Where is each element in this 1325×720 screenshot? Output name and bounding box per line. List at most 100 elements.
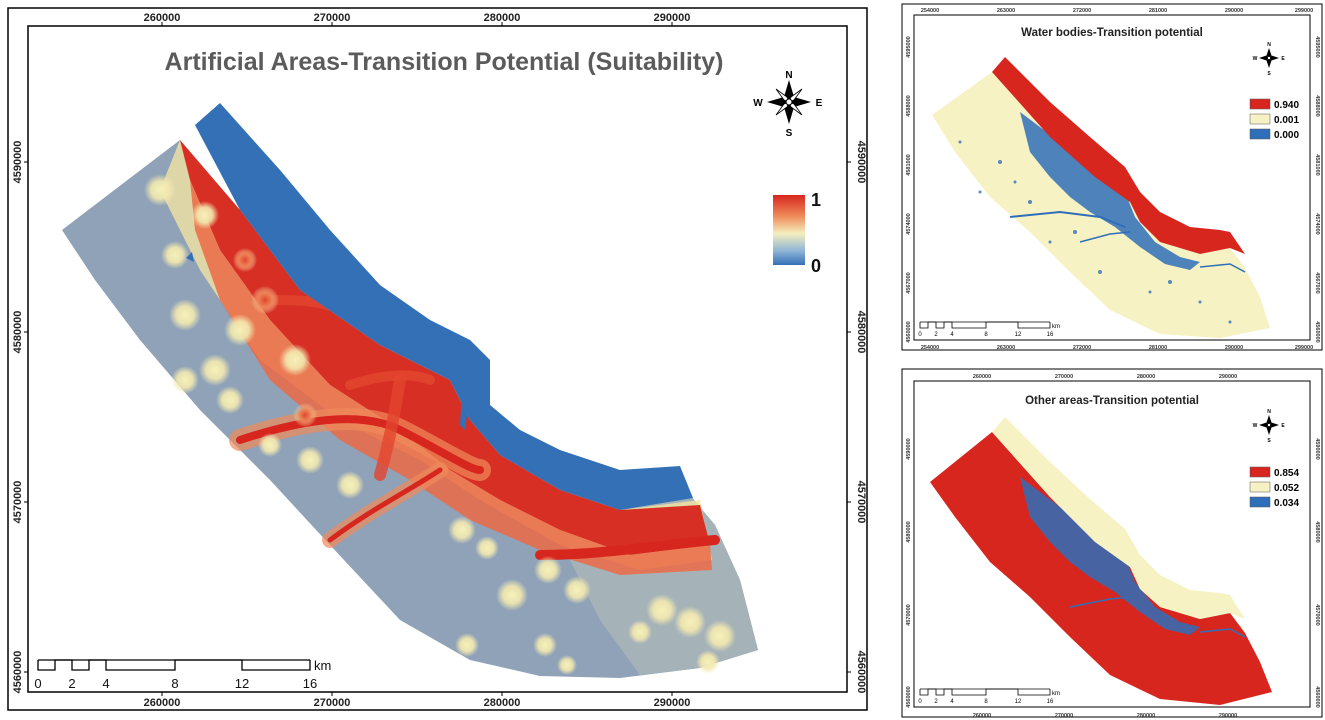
- legend-min-label: 0: [811, 256, 821, 276]
- scale-label: 16: [303, 676, 317, 691]
- scale-bar: 0 2 4 8 12 16 km: [918, 321, 1060, 338]
- scale-label: 12: [1015, 699, 1022, 705]
- legend-swatch: [1249, 98, 1271, 110]
- compass-n: N: [1267, 409, 1271, 415]
- y-tick-label: 4581000: [906, 154, 912, 175]
- legend: 1 0: [773, 190, 821, 276]
- x-tick-label: 290000: [1225, 345, 1243, 351]
- coastal-suitability-band: [180, 140, 710, 555]
- compass-w: W: [1253, 56, 1258, 62]
- y-tick-label: 4567000: [906, 272, 912, 293]
- y-tick-label: 4570000: [906, 604, 912, 625]
- legend-label: 0.034: [1274, 498, 1299, 509]
- x-tick-label: 272000: [1073, 8, 1091, 14]
- x-tick-label: 280000: [484, 697, 521, 709]
- y-tick-label: 4574000: [906, 213, 912, 234]
- legend-swatch: [1249, 481, 1271, 493]
- x-tick-label: 280000: [1137, 374, 1155, 380]
- y-tick-label: 4574000: [1314, 213, 1320, 234]
- scale-label: 2: [934, 699, 938, 705]
- y-tick-label: 4580000: [906, 521, 912, 542]
- legend-label: 0.000: [1274, 130, 1299, 141]
- legend-color-ramp: [773, 195, 805, 265]
- scale-bar: 0 2 4 8 12 16 km: [34, 658, 331, 691]
- scale-label: 8: [984, 332, 988, 338]
- scale-unit: km: [1052, 324, 1060, 330]
- tick-marks: [24, 22, 851, 696]
- water-bodies-map: 254000 263000 272000 281000 290000 29900…: [901, 3, 1323, 351]
- x-tick-label: 299000: [1295, 345, 1313, 351]
- compass-e: E: [816, 98, 823, 109]
- x-tick-label: 260000: [973, 713, 991, 719]
- sea-strip: [992, 57, 1245, 254]
- y-tick-label: 4560000: [12, 651, 24, 694]
- x-tick-label: 290000: [1225, 8, 1243, 14]
- compass-rose-icon: N S E W: [1253, 409, 1286, 444]
- y-axis: 4595000 4588000 4581000 4574000 4567000 …: [906, 36, 1320, 342]
- x-tick-label: 281000: [1149, 8, 1167, 14]
- scale-label: 0: [918, 699, 922, 705]
- compass-s: S: [1267, 71, 1271, 77]
- legend-swatch: [1249, 496, 1271, 508]
- y-tick-label: 4560000: [906, 321, 912, 342]
- y-tick-label: 4588000: [1314, 95, 1320, 116]
- compass-e: E: [1281, 423, 1285, 429]
- x-tick-label: 290000: [1219, 713, 1237, 719]
- x-tick-label: 281000: [1149, 345, 1167, 351]
- x-tick-label: 260000: [144, 12, 181, 24]
- compass-n: N: [785, 70, 792, 81]
- legend-swatch: [1249, 466, 1271, 478]
- other-areas-map: 260000 270000 280000 290000 260000 27000…: [901, 368, 1323, 719]
- x-tick-label: 272000: [1073, 345, 1091, 351]
- y-tick-label: 4581000: [1314, 154, 1320, 175]
- x-axis-top: 260000 270000 280000 290000: [144, 12, 691, 24]
- legend-label: 0.940: [1274, 100, 1299, 111]
- scale-label: 12: [1015, 332, 1022, 338]
- compass-e: E: [1281, 56, 1285, 62]
- study-area: [62, 103, 758, 678]
- y-tick-label: 4590000: [855, 141, 867, 184]
- compass-rose-icon: N S E W: [1253, 42, 1286, 77]
- map-title: Water bodies-Transition potential: [1021, 27, 1203, 39]
- scale-label: 0: [918, 332, 922, 338]
- scale-label: 0: [34, 676, 41, 691]
- x-tick-label: 263000: [997, 345, 1015, 351]
- y-tick-label: 4590000: [1314, 438, 1320, 459]
- scale-label: 4: [950, 332, 954, 338]
- scale-bar: 0 2 4 8 12 16 km: [918, 688, 1060, 705]
- y-axis-left: 4590000 4580000 4570000 4560000: [12, 141, 24, 694]
- scale-label: 2: [68, 676, 75, 691]
- legend-swatch: [1249, 128, 1271, 140]
- x-tick-label: 263000: [997, 8, 1015, 14]
- x-tick-label: 260000: [973, 374, 991, 380]
- scale-label: 12: [235, 676, 249, 691]
- x-tick-label: 290000: [654, 12, 691, 24]
- scale-unit: km: [1052, 691, 1060, 697]
- legend-swatch: [1249, 113, 1271, 125]
- compass-n: N: [1267, 42, 1271, 48]
- y-tick-label: 4590000: [12, 141, 24, 184]
- road-corridors: [229, 295, 720, 560]
- x-tick-label: 270000: [1055, 374, 1073, 380]
- y-tick-label: 4570000: [1314, 604, 1320, 625]
- settlement-hotspots: [144, 174, 736, 675]
- legend: 0.940 0.001 0.000: [1249, 98, 1299, 141]
- y-tick-label: 4590000: [906, 438, 912, 459]
- study-area: [930, 417, 1272, 705]
- scale-unit: km: [314, 658, 331, 673]
- legend-label: 0.052: [1274, 483, 1299, 494]
- scale-label: 8: [984, 699, 988, 705]
- study-area: [932, 57, 1270, 338]
- x-tick-label: 270000: [1055, 713, 1073, 719]
- y-tick-label: 4560000: [855, 651, 867, 694]
- legend-label: 0.854: [1274, 468, 1299, 479]
- y-tick-label: 4595000: [906, 36, 912, 57]
- y-tick-label: 4560000: [906, 686, 912, 707]
- main-map: 260000 270000 280000 290000 260000 27000…: [7, 7, 868, 711]
- y-tick-label: 4567000: [1314, 272, 1320, 293]
- y-axis: 4590000 4580000 4570000 4560000 4590000 …: [906, 438, 1320, 707]
- scale-label: 8: [171, 676, 178, 691]
- x-tick-label: 260000: [144, 697, 181, 709]
- x-tick-label: 299000: [1295, 8, 1313, 14]
- x-tick-label: 280000: [1137, 713, 1155, 719]
